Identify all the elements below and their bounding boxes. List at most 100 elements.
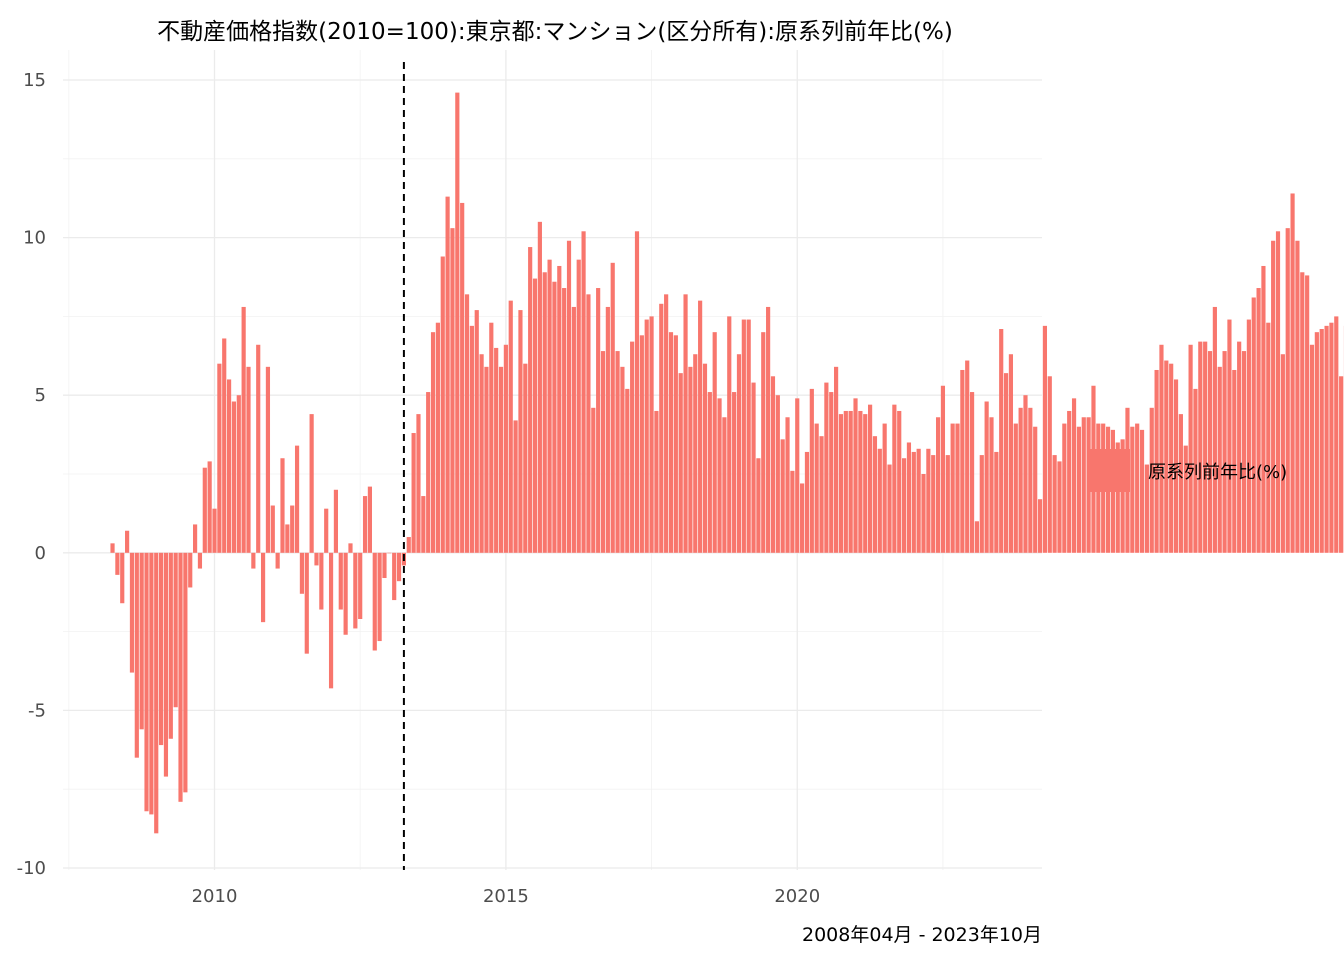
bar — [416, 414, 421, 553]
bar — [275, 552, 280, 569]
bar — [197, 552, 203, 569]
bar — [163, 552, 169, 777]
bar — [688, 366, 693, 553]
bar — [897, 410, 902, 553]
bar — [639, 335, 644, 553]
bar — [319, 552, 324, 610]
bar — [804, 451, 810, 553]
bar — [382, 552, 387, 579]
bar — [1319, 329, 1324, 553]
bar — [503, 344, 508, 553]
bar — [838, 414, 844, 553]
bar — [610, 262, 615, 553]
bar — [931, 455, 936, 553]
bar — [741, 319, 746, 553]
y-axis-ticks: 15 10 5 0 -5 -10 — [17, 70, 46, 879]
date-range-caption: 2008年04月 - 2023年10月 — [802, 924, 1042, 946]
bar — [809, 388, 814, 553]
bar — [790, 470, 795, 553]
bar — [343, 552, 348, 635]
bar — [1013, 423, 1018, 553]
bar — [596, 288, 601, 553]
bar — [935, 417, 941, 553]
bar — [887, 464, 892, 553]
bar — [309, 414, 314, 553]
bar — [1057, 461, 1062, 553]
bar — [1115, 442, 1120, 553]
bar — [508, 300, 513, 553]
bar — [110, 543, 115, 553]
bar — [387, 552, 392, 554]
major-gridlines — [63, 50, 1042, 870]
bar — [1232, 369, 1237, 553]
bar — [727, 316, 732, 553]
bar — [445, 196, 450, 553]
bar — [406, 537, 411, 553]
bar — [605, 306, 610, 553]
bar — [1028, 407, 1033, 553]
bar — [1067, 410, 1072, 553]
bar — [906, 442, 912, 553]
bar — [795, 398, 800, 553]
bar — [426, 392, 431, 553]
bar — [1164, 360, 1169, 553]
bar — [1071, 398, 1077, 553]
bar — [1178, 414, 1183, 553]
bar — [139, 552, 144, 730]
bar — [872, 436, 878, 553]
bar — [1324, 325, 1329, 553]
bar — [532, 278, 538, 553]
bar — [834, 366, 839, 553]
bar — [1217, 366, 1222, 553]
bar — [396, 552, 402, 582]
bar — [129, 552, 135, 673]
bar — [1300, 272, 1305, 553]
bar — [188, 552, 193, 588]
bar — [547, 259, 552, 553]
bar — [969, 392, 975, 553]
bar — [780, 439, 785, 553]
bar — [469, 325, 474, 553]
bar — [236, 395, 241, 553]
bar — [882, 423, 887, 553]
bar — [1023, 395, 1028, 553]
bar — [712, 332, 717, 553]
y-tick-label: -10 — [17, 858, 46, 879]
bar — [1329, 322, 1334, 553]
bar — [625, 388, 630, 553]
bar — [1193, 388, 1198, 553]
bar — [222, 338, 227, 553]
bar — [304, 552, 309, 654]
bar — [421, 496, 426, 553]
bar — [1314, 332, 1319, 553]
bar — [1256, 288, 1261, 553]
bar — [159, 552, 164, 746]
bar — [1207, 351, 1213, 553]
bar — [673, 335, 678, 553]
bar — [775, 395, 780, 553]
bar — [362, 496, 368, 553]
bar-series — [110, 92, 1344, 834]
bar — [664, 294, 669, 553]
bar — [542, 272, 547, 553]
bar — [770, 376, 776, 553]
bar — [348, 543, 353, 553]
bar — [717, 398, 722, 553]
bar — [965, 360, 970, 553]
bar — [523, 363, 528, 553]
bar — [1037, 499, 1043, 553]
bar — [290, 505, 295, 553]
x-tick-label: 2010 — [192, 886, 238, 907]
bar — [800, 483, 805, 553]
bar — [450, 228, 455, 553]
bar — [260, 552, 266, 623]
bar — [1334, 316, 1339, 553]
bar — [1144, 464, 1149, 553]
bar — [926, 448, 931, 553]
bar — [440, 256, 445, 553]
bar — [571, 306, 576, 553]
bar — [1120, 439, 1125, 553]
bar — [1305, 275, 1310, 553]
bar — [678, 373, 683, 553]
